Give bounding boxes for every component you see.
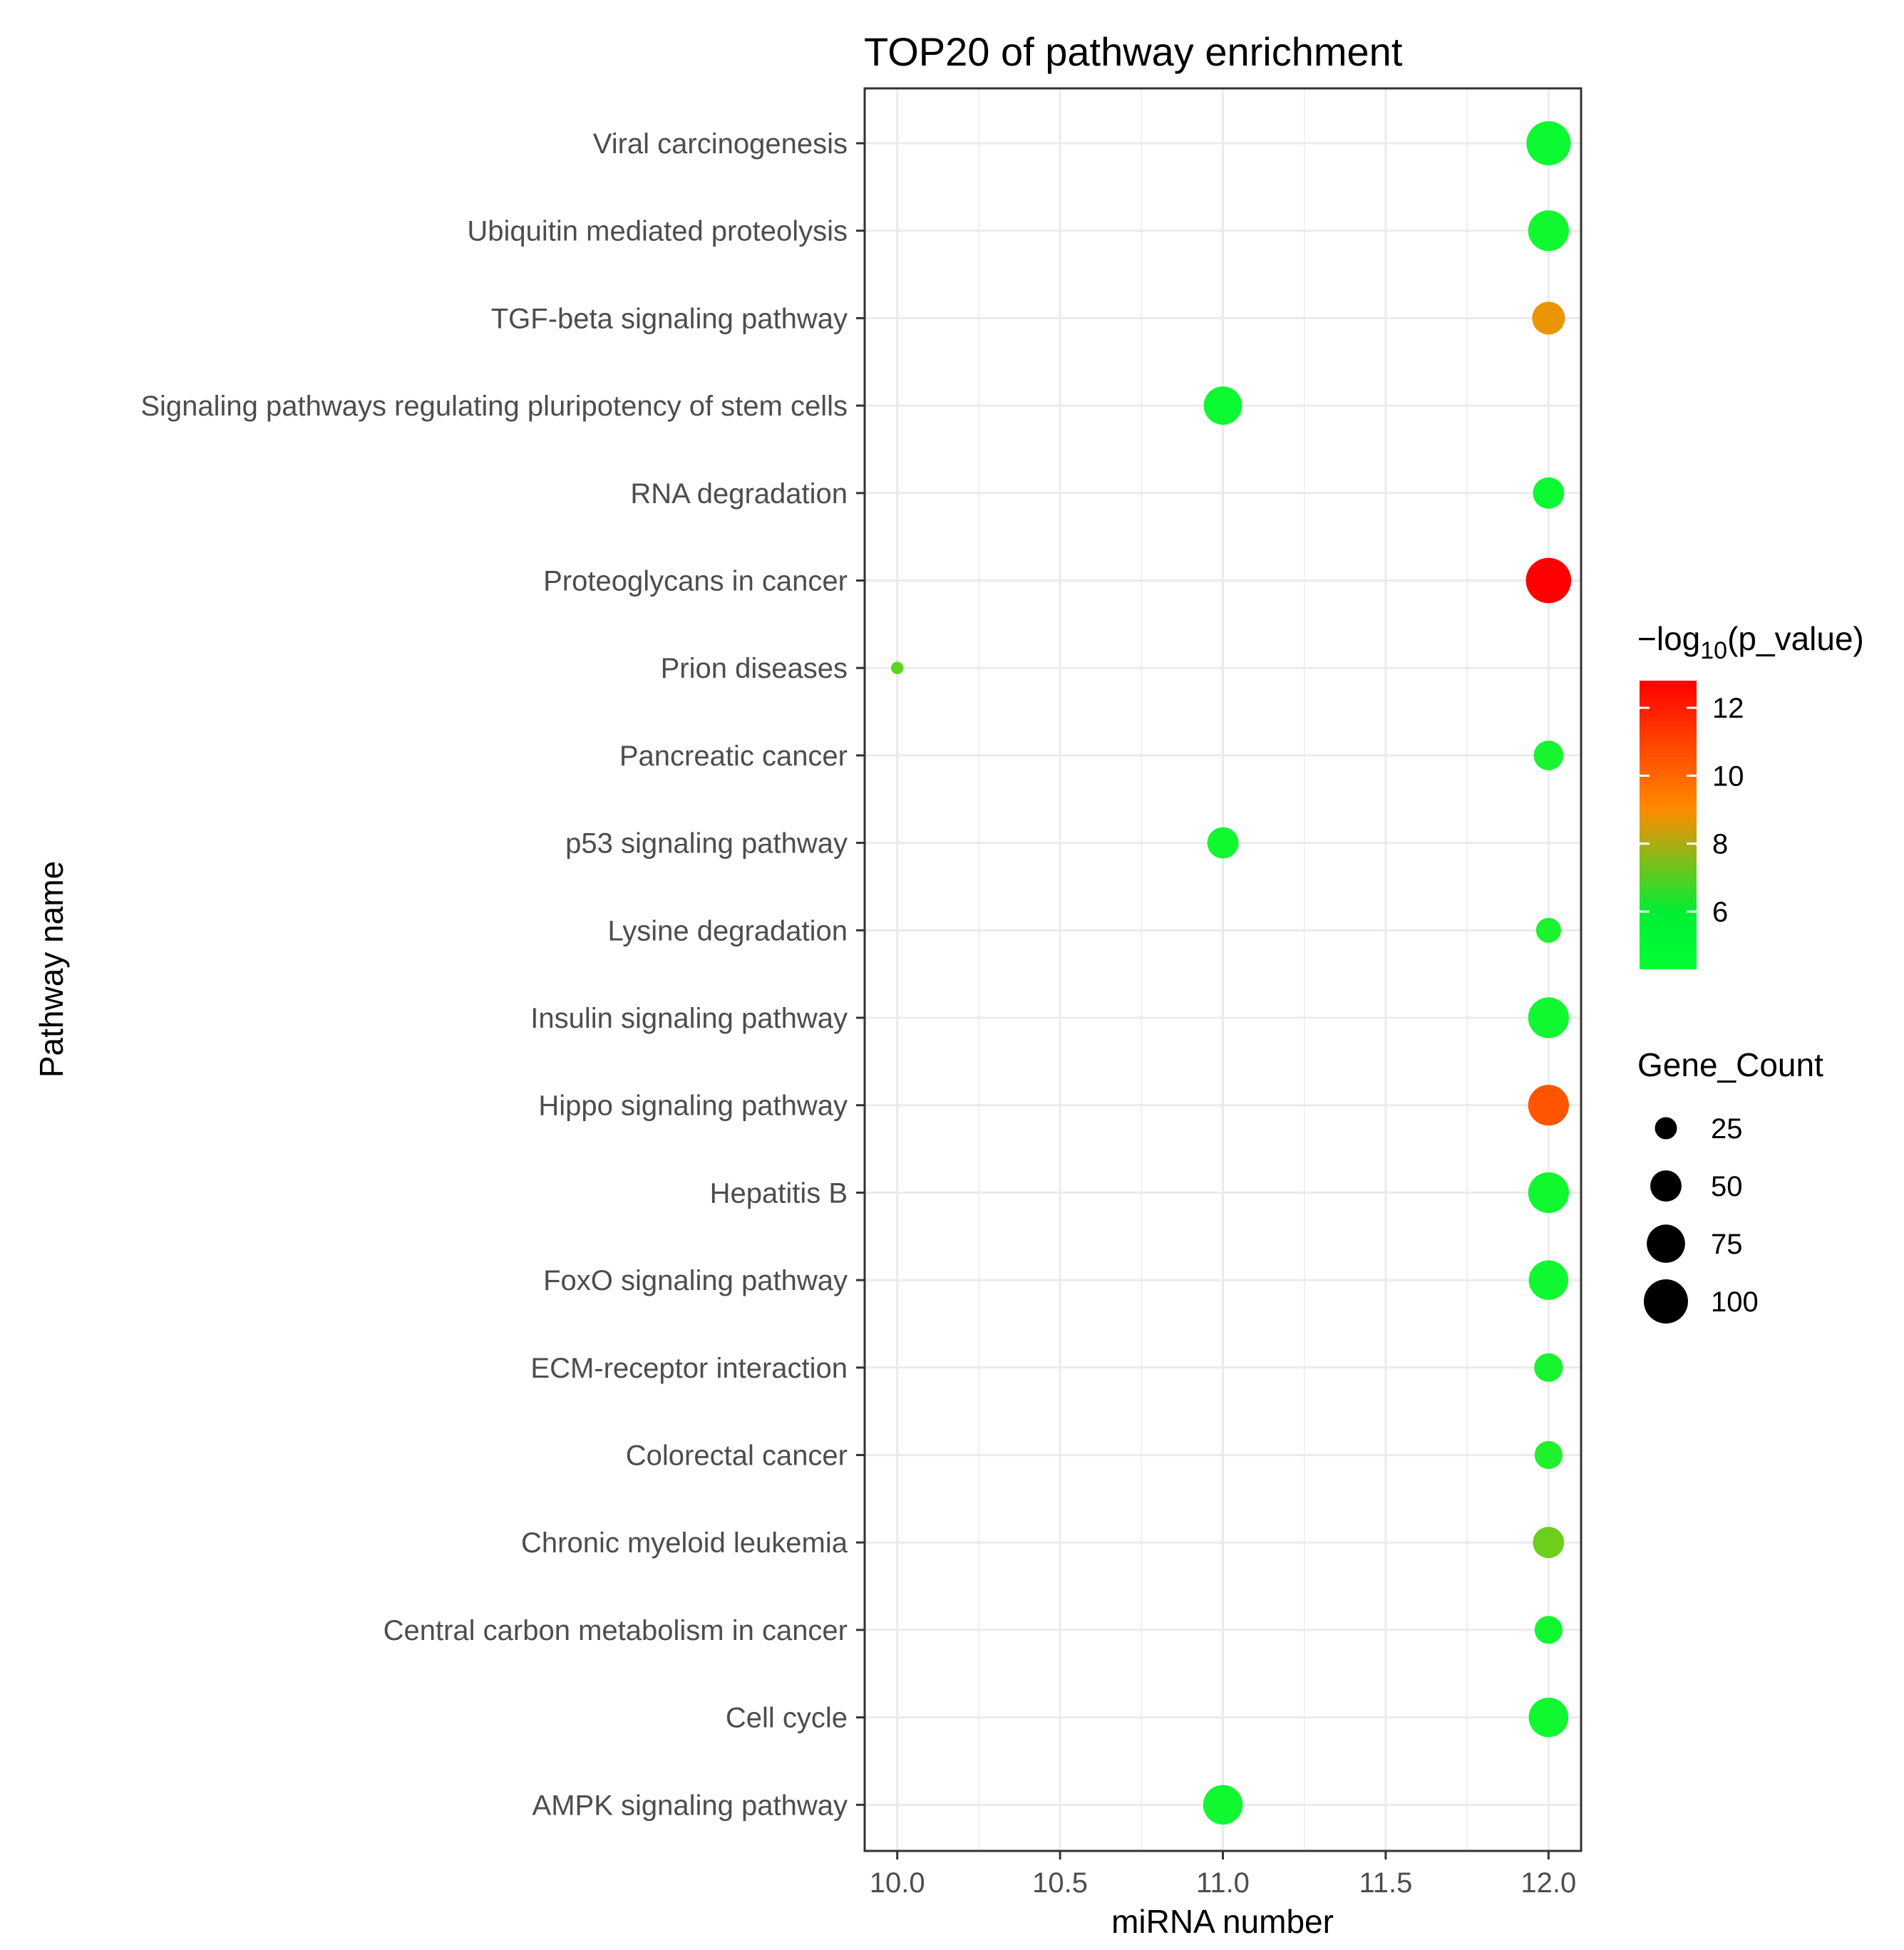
colorbar-tick-label: 6: [1712, 897, 1728, 928]
data-point: [1526, 121, 1571, 165]
x-tick-label: 10.5: [1032, 1867, 1088, 1899]
y-tick-label: Central carbon metabolism in cancer: [384, 1615, 848, 1646]
y-tick-label: Lysine degradation: [607, 915, 848, 946]
size-legend-label: 75: [1711, 1229, 1743, 1260]
data-point: [890, 661, 904, 674]
color-legend-title-suffix: (p_value): [1727, 620, 1864, 657]
size-legend-title: Gene_Count: [1637, 1046, 1823, 1083]
data-point: [1535, 917, 1561, 943]
y-tick-label: RNA degradation: [630, 478, 848, 510]
size-legend-dot: [1647, 1224, 1685, 1263]
y-tick-label: Viral carcinogenesis: [593, 128, 848, 160]
y-axis-title: Pathway name: [33, 861, 70, 1078]
size-legend-label: 25: [1711, 1113, 1743, 1145]
y-tick-label: Colorectal cancer: [626, 1440, 848, 1472]
size-legend-dot: [1644, 1279, 1688, 1324]
data-point: [1528, 997, 1569, 1038]
data-point: [1528, 1697, 1569, 1738]
data-point: [1207, 827, 1239, 859]
x-axis-title: miRNA number: [1111, 1903, 1334, 1940]
data-points: [890, 121, 1572, 1825]
y-tick-label: Hepatitis B: [710, 1177, 848, 1209]
colorbar-tick-label: 8: [1712, 829, 1728, 860]
colorbar-tick-label: 12: [1712, 693, 1744, 724]
data-point: [1533, 741, 1564, 770]
data-point: [1528, 1085, 1569, 1126]
color-legend-title: −log10(p_value): [1637, 620, 1864, 664]
data-point: [1525, 557, 1572, 604]
y-tick-label: p53 signaling pathway: [565, 828, 848, 860]
y-tick-label: Chronic myeloid leukemia: [521, 1527, 848, 1559]
y-tick-label: AMPK signaling pathway: [532, 1790, 848, 1821]
y-axis: Viral carcinogenesis Ubiquitin mediated p…: [140, 128, 865, 1821]
y-tick-label: Ubiquitin mediated proteolysis: [467, 216, 848, 247]
x-tick-label: 11.0: [1196, 1867, 1250, 1899]
size-legend-items: 25 50 75 100: [1644, 1113, 1759, 1324]
y-tick-label: FoxO signaling pathway: [543, 1265, 848, 1296]
x-tick-label: 11.5: [1359, 1867, 1412, 1899]
x-tick-label: 10.0: [870, 1867, 925, 1899]
plot-title: TOP20 of pathway enrichment: [864, 29, 1403, 74]
data-point: [1528, 1260, 1569, 1300]
y-tick-label: Prion diseases: [661, 653, 848, 684]
y-tick-label: Proteoglycans in cancer: [543, 566, 848, 597]
size-legend: Gene_Count 25 50 75 100: [1637, 1046, 1823, 1324]
y-tick-label: Signaling pathways regulating pluripoten…: [140, 391, 848, 422]
y-tick-label: Cell cycle: [726, 1703, 848, 1734]
data-point: [1532, 301, 1565, 335]
size-legend-dot: [1650, 1170, 1682, 1202]
y-tick-label: ECM-receptor interaction: [530, 1353, 848, 1384]
y-tick-label: Hippo signaling pathway: [538, 1090, 848, 1122]
colorbar: [1640, 681, 1697, 969]
size-legend-dot: [1655, 1117, 1677, 1140]
data-point: [1203, 1785, 1243, 1825]
data-point: [1533, 477, 1565, 509]
data-point: [1533, 1527, 1565, 1559]
colorbar-tick-label: 10: [1712, 760, 1744, 792]
data-point: [1534, 1353, 1563, 1382]
y-tick-label: TGF-beta signaling pathway: [491, 303, 848, 334]
color-legend-title-sub: 10: [1700, 637, 1727, 664]
y-tick-label: Pancreatic cancer: [619, 741, 848, 772]
size-legend-label: 50: [1711, 1171, 1743, 1202]
colorbar-ticks: 12 10 8 6: [1640, 693, 1744, 928]
data-point: [1528, 210, 1569, 252]
color-legend-title-prefix: −log: [1637, 620, 1700, 657]
data-point: [1528, 1172, 1569, 1213]
x-axis: 10.0 10.5 11.0 11.5 12.0: [870, 1851, 1576, 1899]
y-tick-label: Insulin signaling pathway: [530, 1003, 848, 1034]
data-point: [1534, 1616, 1563, 1644]
data-point: [1534, 1440, 1563, 1470]
x-tick-label: 12.0: [1520, 1867, 1576, 1899]
data-point: [1203, 386, 1242, 425]
size-legend-label: 100: [1711, 1286, 1759, 1318]
